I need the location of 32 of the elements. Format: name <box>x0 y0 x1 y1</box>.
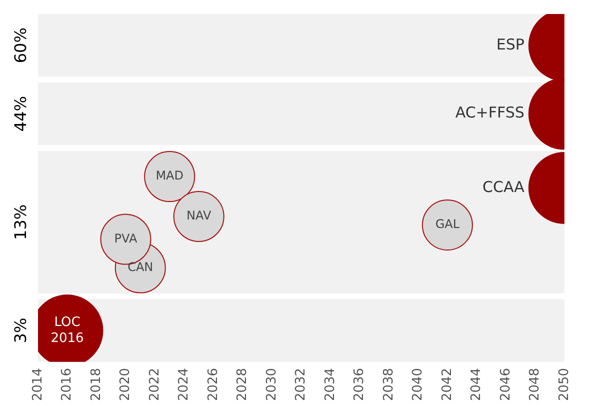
band-label: 3% <box>11 318 30 344</box>
x-tick-label: 2040 <box>410 368 426 402</box>
annotation: CAN <box>128 260 154 274</box>
x-tick-label: 2034 <box>322 368 338 402</box>
annotation: GAL <box>435 217 460 232</box>
x-tick-label: 2028 <box>235 368 250 402</box>
x-tick-label: 2050 <box>556 368 572 402</box>
x-tick-label: 2042 <box>440 368 455 402</box>
x-tick-label: 2036 <box>352 368 368 402</box>
x-tick-label: 2046 <box>498 368 514 402</box>
band-label: 13% <box>11 204 30 240</box>
x-tick-label: 2044 <box>469 368 484 402</box>
x-tick-label: 2016 <box>60 368 75 402</box>
x-tick-label: 2032 <box>294 368 309 402</box>
x-tick-label: 2026 <box>206 368 221 402</box>
annotation: NAV <box>186 208 212 223</box>
x-tick-label: 2022 <box>147 368 162 402</box>
annotation: MAD <box>156 168 184 183</box>
x-tick-label: 2014 <box>30 368 46 402</box>
band-label: 44% <box>11 96 30 132</box>
annotation: LOC 2016 <box>50 314 84 346</box>
x-tick-label: 2018 <box>88 368 104 402</box>
x-tick-label: 2048 <box>528 368 543 402</box>
annotation: CCAA <box>482 178 526 196</box>
annotation: AC+FFSS <box>455 104 524 122</box>
x-tick-label: 2030 <box>264 368 280 402</box>
x-tick-label: 2038 <box>381 368 396 402</box>
x-tick-label: 2020 <box>118 368 134 402</box>
band-label: 60% <box>11 28 30 64</box>
x-tick-label: 2024 <box>176 368 192 402</box>
annotation: ESP <box>496 35 524 54</box>
annotation: PVA <box>114 231 138 246</box>
